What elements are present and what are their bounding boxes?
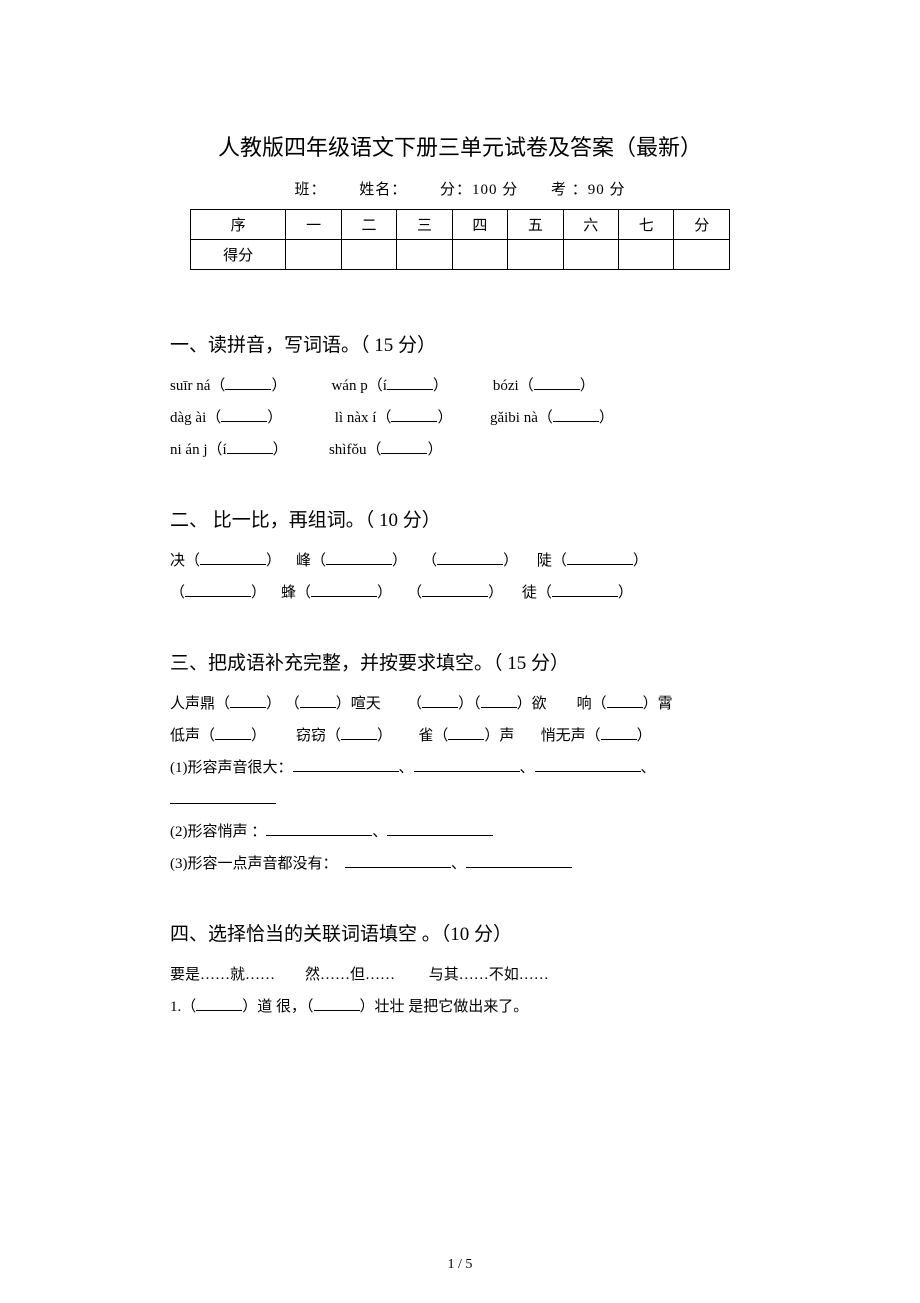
blank[interactable] (381, 441, 427, 455)
info-line: 班： 姓名： 分：100 分 考 ：90 分 (170, 178, 750, 199)
blank[interactable] (300, 695, 336, 709)
blank[interactable] (601, 727, 637, 741)
blank[interactable] (422, 695, 458, 709)
compare-row: （） 蜂（） （） 徒（） (170, 578, 750, 608)
section3-head: 三、把成语补充完整，并按要求填空。（ 15 分） (170, 648, 750, 675)
blank[interactable] (481, 695, 517, 709)
th-6: 六 (563, 210, 618, 240)
blank[interactable] (567, 552, 633, 566)
td-cell (341, 240, 396, 270)
pinyin-row: suīr ná（） wán p（í） bózi（） (170, 371, 750, 401)
full-score-label: 分：100 分 (440, 182, 518, 198)
blank[interactable] (230, 695, 266, 709)
pinyin-row: ni án j（í） shìfǒu（） (170, 435, 750, 465)
blank[interactable] (553, 409, 599, 423)
blank[interactable] (535, 759, 641, 773)
options-line: 要是……就…… 然……但…… 与其……不如…… (170, 960, 750, 990)
th-2: 二 (341, 210, 396, 240)
blank[interactable] (170, 791, 276, 805)
table-row: 序 一 二 三 四 五 六 七 分 (191, 210, 730, 240)
blank[interactable] (414, 759, 520, 773)
blank[interactable] (607, 695, 643, 709)
th-1: 一 (286, 210, 341, 240)
th-3: 三 (397, 210, 452, 240)
idiom-line: 低声（） 窃窃（） 雀（）声 悄无声（） (170, 721, 750, 751)
td-cell (674, 240, 730, 270)
td-score-label: 得分 (191, 240, 286, 270)
blank[interactable] (314, 998, 360, 1012)
td-cell (563, 240, 618, 270)
class-label: 班： (294, 182, 326, 198)
th-7: 七 (619, 210, 674, 240)
blank[interactable] (326, 552, 392, 566)
blank[interactable] (437, 552, 503, 566)
question-line: (1)形容声音很大：、、、 (170, 753, 750, 783)
blank[interactable] (391, 409, 437, 423)
blank[interactable] (196, 998, 242, 1012)
blank[interactable] (185, 584, 251, 598)
time-label: 考 ：90 分 (551, 182, 626, 198)
section1-head: 一、读拼音，写词语。（ 15 分） (170, 330, 750, 357)
td-cell (452, 240, 507, 270)
blank[interactable] (387, 377, 433, 391)
pinyin-row: dàg ài（） lì nàx í（） gǎibi nà（） (170, 403, 750, 433)
section2-head: 二、 比一比，再组词。（ 10 分） (170, 505, 750, 532)
blank[interactable] (534, 377, 580, 391)
th-4: 四 (452, 210, 507, 240)
section4-head: 四、选择恰当的关联词语填空 。（10 分） (170, 919, 750, 946)
blank[interactable] (552, 584, 618, 598)
question-line (170, 785, 750, 815)
td-cell (397, 240, 452, 270)
page-title: 人教版四年级语文下册三单元试卷及答案（最新） (170, 130, 750, 162)
td-cell (508, 240, 563, 270)
blank[interactable] (221, 409, 267, 423)
blank[interactable] (227, 441, 273, 455)
idiom-line: 人声鼎（） （）喧天 （）（）欲 响（）霄 (170, 689, 750, 719)
blank[interactable] (266, 823, 372, 837)
blank[interactable] (215, 727, 251, 741)
table-row: 得分 (191, 240, 730, 270)
question-line: (2)形容悄声 ：、 (170, 817, 750, 847)
question-line: 1.（）道 很，（）壮壮 是把它做出来了。 (170, 992, 750, 1022)
compare-row: 决（） 峰（） （） 陡（） (170, 546, 750, 576)
th-total: 分 (674, 210, 730, 240)
score-table: 序 一 二 三 四 五 六 七 分 得分 (190, 209, 730, 270)
name-label: 姓名： (359, 182, 407, 198)
blank[interactable] (311, 584, 377, 598)
blank[interactable] (341, 727, 377, 741)
question-line: (3)形容一点声音都没有： 、 (170, 849, 750, 879)
blank[interactable] (387, 823, 493, 837)
blank[interactable] (422, 584, 488, 598)
blank[interactable] (466, 855, 572, 869)
blank[interactable] (293, 759, 399, 773)
blank[interactable] (448, 727, 484, 741)
page-number: 1 / 5 (0, 1257, 920, 1273)
td-cell (619, 240, 674, 270)
blank[interactable] (200, 552, 266, 566)
blank[interactable] (345, 855, 451, 869)
th-5: 五 (508, 210, 563, 240)
blank[interactable] (225, 377, 271, 391)
th-index: 序 (191, 210, 286, 240)
td-cell (286, 240, 341, 270)
